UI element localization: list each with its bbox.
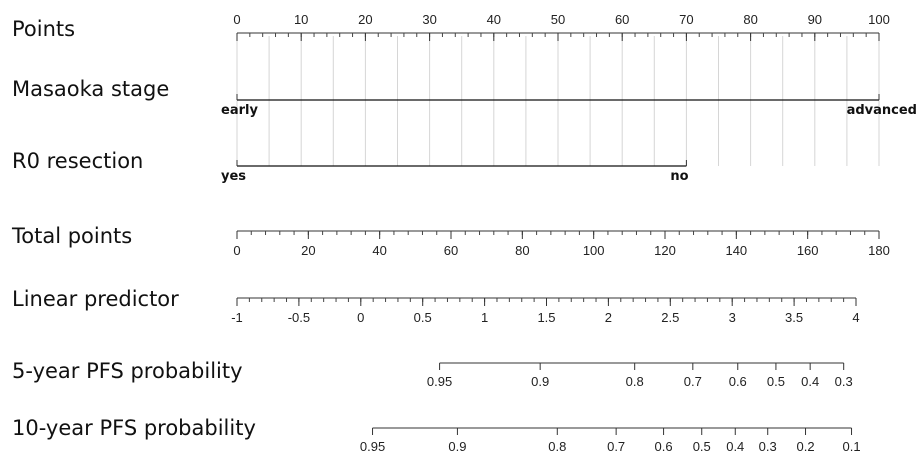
pfs10-tick-label: 0.2 bbox=[796, 439, 814, 454]
pfs10-tick-label: 0.3 bbox=[759, 439, 777, 454]
total-tick-label: 0 bbox=[233, 243, 240, 258]
points-tick-label: 70 bbox=[679, 12, 693, 27]
pfs5-tick-label: 0.6 bbox=[729, 374, 747, 389]
total-tick-label: 60 bbox=[444, 243, 458, 258]
lp-tick-label: 0.5 bbox=[414, 310, 432, 325]
points-tick-label: 50 bbox=[551, 12, 565, 27]
pfs5-tick-label: 0.5 bbox=[767, 374, 785, 389]
lp-tick-label: 1 bbox=[481, 310, 488, 325]
points-tick-label: 80 bbox=[743, 12, 757, 27]
pfs5-tick-label: 0.4 bbox=[801, 374, 819, 389]
pfs5-tick-label: 0.95 bbox=[427, 374, 452, 389]
row-label-masaoka: Masaoka stage bbox=[12, 77, 169, 101]
row-label-pfs5: 5-year PFS probability bbox=[12, 359, 243, 383]
points-tick-label: 60 bbox=[615, 12, 629, 27]
pfs10-tick-label: 0.5 bbox=[693, 439, 711, 454]
pfs10-tick-label: 0.95 bbox=[360, 439, 385, 454]
lp-tick-label: 1.5 bbox=[537, 310, 555, 325]
total-tick-label: 160 bbox=[797, 243, 819, 258]
points-tick-label: 20 bbox=[358, 12, 372, 27]
pfs10-tick-label: 0.8 bbox=[548, 439, 566, 454]
total-tick-label: 40 bbox=[372, 243, 386, 258]
r0-level-label: no bbox=[670, 169, 688, 184]
points-tick-label: 100 bbox=[868, 12, 890, 27]
pfs5-tick-label: 0.7 bbox=[684, 374, 702, 389]
pfs10-tick-label: 0.9 bbox=[448, 439, 466, 454]
masaoka-level-label: early bbox=[221, 103, 258, 118]
total-tick-label: 100 bbox=[583, 243, 605, 258]
points-tick-label: 10 bbox=[294, 12, 308, 27]
lp-tick-label: 3 bbox=[729, 310, 736, 325]
total-tick-label: 120 bbox=[654, 243, 676, 258]
pfs10-tick-label: 0.6 bbox=[655, 439, 673, 454]
masaoka-level-label: advanced bbox=[847, 103, 917, 118]
lp-tick-label: 2.5 bbox=[661, 310, 679, 325]
lp-tick-label: -1 bbox=[231, 310, 243, 325]
points-tick-label: 40 bbox=[487, 12, 501, 27]
total-tick-label: 140 bbox=[725, 243, 747, 258]
pfs10-tick-label: 0.1 bbox=[842, 439, 860, 454]
points-tick-label: 0 bbox=[233, 12, 240, 27]
row-label-points: Points bbox=[12, 17, 75, 41]
row-label-total: Total points bbox=[11, 224, 132, 248]
pfs10-tick-label: 0.7 bbox=[607, 439, 625, 454]
lp-tick-label: 0 bbox=[357, 310, 364, 325]
lp-tick-label: 4 bbox=[852, 310, 859, 325]
pfs10-tick-label: 0.4 bbox=[726, 439, 744, 454]
total-tick-label: 80 bbox=[515, 243, 529, 258]
row-label-r0: R0 resection bbox=[12, 149, 143, 173]
total-tick-label: 180 bbox=[868, 243, 890, 258]
row-label-pfs10: 10-year PFS probability bbox=[12, 416, 256, 440]
total-tick-label: 20 bbox=[301, 243, 315, 258]
points-tick-label: 90 bbox=[808, 12, 822, 27]
row-label-lp: Linear predictor bbox=[12, 287, 179, 311]
lp-tick-label: -0.5 bbox=[288, 310, 310, 325]
pfs5-tick-label: 0.3 bbox=[835, 374, 853, 389]
pfs5-tick-label: 0.8 bbox=[626, 374, 644, 389]
r0-level-label: yes bbox=[221, 169, 246, 184]
lp-tick-label: 2 bbox=[605, 310, 612, 325]
pfs5-tick-label: 0.9 bbox=[531, 374, 549, 389]
lp-tick-label: 3.5 bbox=[785, 310, 803, 325]
points-tick-label: 30 bbox=[422, 12, 436, 27]
